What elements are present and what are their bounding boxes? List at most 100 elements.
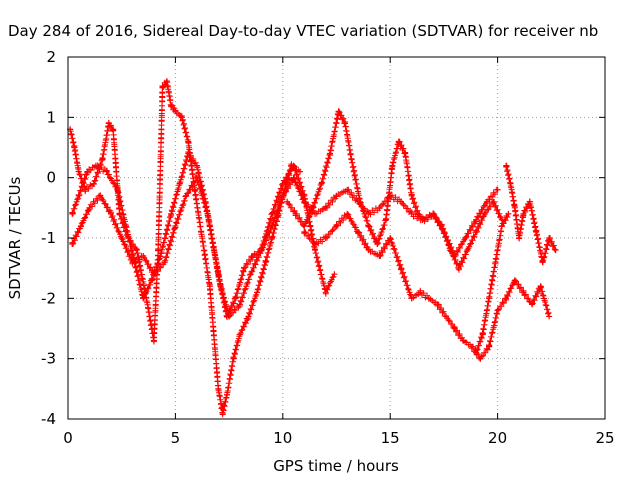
data-point [477, 355, 484, 362]
x-tick-label: 25 [595, 429, 614, 447]
data-point [520, 210, 527, 217]
chart-title: Day 284 of 2016, Sidereal Day-to-day VTE… [8, 22, 598, 40]
data-point [451, 325, 458, 332]
data-point [335, 108, 342, 115]
data-point [99, 156, 106, 163]
data-point [258, 247, 265, 254]
data-point [408, 192, 415, 199]
data-point [552, 247, 559, 254]
data-point [434, 301, 441, 308]
data-point [183, 192, 190, 199]
data-point [546, 235, 553, 241]
data-point [425, 295, 432, 302]
data-point [254, 289, 261, 296]
data-point [331, 271, 338, 278]
data-point [215, 271, 222, 278]
data-point [473, 228, 480, 235]
data-point [318, 180, 325, 187]
data-point [168, 210, 175, 217]
data-point [223, 391, 230, 398]
data-point [408, 210, 415, 217]
data-point [327, 150, 334, 157]
y-tick-label: 0 [46, 169, 56, 187]
data-point [140, 253, 147, 260]
data-point [387, 235, 394, 241]
y-tick-label: -1 [41, 229, 56, 247]
data-point [516, 235, 523, 241]
data-point [494, 307, 501, 314]
data-point [92, 162, 99, 169]
data-point [503, 295, 510, 302]
data-point [374, 241, 381, 248]
data-point [511, 277, 518, 284]
data-point [71, 144, 78, 151]
data-point [105, 120, 112, 127]
data-point [490, 198, 497, 205]
data-point [537, 283, 544, 290]
data-point [455, 265, 462, 272]
series-track-a [67, 78, 303, 418]
x-axis-label: GPS time / hours [273, 457, 399, 475]
data-point [90, 180, 97, 187]
data-point [322, 289, 329, 296]
data-point [438, 222, 445, 229]
data-point [312, 210, 319, 217]
data-point [129, 259, 136, 266]
data-point [492, 259, 499, 266]
y-tick-label: -2 [41, 289, 56, 307]
data-point [84, 168, 91, 175]
data-point [97, 192, 104, 199]
data-point [269, 235, 276, 241]
data-point [103, 168, 110, 175]
data-point [312, 241, 319, 248]
data-point [494, 186, 501, 193]
data-point [507, 180, 514, 187]
y-tick-label: -4 [41, 410, 56, 428]
y-axis-label: SDTVAR / TECUs [6, 176, 24, 299]
data-point [486, 343, 493, 350]
data-point [206, 283, 213, 290]
data-point [395, 138, 402, 145]
data-point [279, 192, 286, 199]
data-point [236, 301, 243, 308]
data-point [533, 228, 540, 235]
data-point [498, 222, 505, 229]
x-tick-label: 0 [63, 429, 73, 447]
data-point [110, 126, 117, 133]
data-point [447, 247, 454, 254]
series-track-c [69, 173, 501, 320]
axes: 0 5 10 15 20 25 -4 -3 -2 -1 0 1 2 [41, 48, 615, 447]
data-point [75, 168, 82, 175]
data-point [204, 210, 211, 217]
data-point [279, 180, 286, 187]
data-point [357, 198, 364, 205]
data-point [150, 271, 157, 278]
data-point [236, 331, 243, 338]
data-point [464, 247, 471, 254]
data-point [344, 210, 351, 217]
data-point [290, 162, 297, 169]
data-point [193, 162, 200, 169]
data-point [520, 289, 527, 296]
data-point [354, 228, 361, 235]
data-point [284, 198, 291, 205]
data-point [526, 198, 533, 205]
data-point [172, 108, 179, 115]
data-point [114, 186, 121, 193]
data-point [309, 204, 316, 211]
data-point [511, 204, 518, 211]
data-point [421, 216, 428, 223]
data-point [322, 235, 329, 241]
data-point [505, 210, 512, 217]
data-point [460, 337, 467, 344]
data-point [159, 84, 166, 91]
data-point [232, 295, 239, 302]
data-point [296, 168, 303, 175]
data-point [365, 222, 372, 229]
x-tick-label: 15 [381, 429, 400, 447]
data-point [402, 150, 409, 157]
data-point [185, 150, 192, 157]
data-point [546, 313, 553, 320]
data-point [312, 247, 319, 254]
